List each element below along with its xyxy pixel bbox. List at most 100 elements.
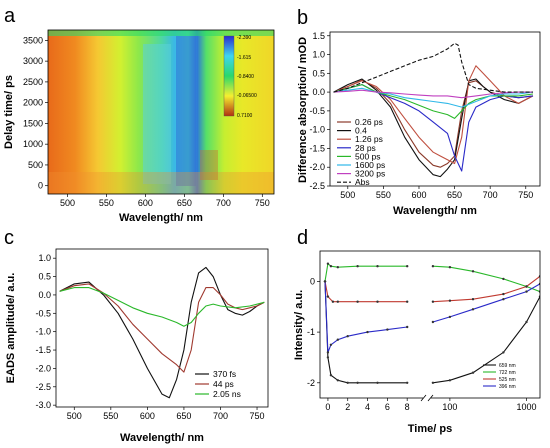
- panel-d-data-point: [406, 381, 409, 384]
- panel-d-data-point: [331, 300, 335, 303]
- panel-d-xtick-label: 4: [365, 402, 370, 412]
- panel-label-b: b: [297, 7, 308, 29]
- panel-d-data-point: [431, 381, 435, 384]
- panel-c-xtick-label: 600: [140, 411, 155, 421]
- panel-d-data-point: [326, 351, 330, 354]
- panel-c-ytick-label: -2.5: [35, 382, 51, 392]
- panel-c-ytick-label: -1.0: [35, 327, 51, 337]
- panel-c-xtick-label: 650: [176, 411, 191, 421]
- panel-b-ytick-label: 1.0: [312, 50, 325, 60]
- panel-d-xtick-label: 6: [385, 402, 390, 412]
- panel-b-legend-label: 3200 ps: [355, 169, 385, 179]
- panel-d-fit-line: [432, 275, 540, 303]
- panel-d-data-point: [406, 265, 409, 268]
- panel-d-data-point: [323, 280, 327, 283]
- panel-d-data-point: [431, 320, 435, 324]
- panel-d-data-point: [336, 266, 339, 269]
- panel-a-xtick-label: 600: [138, 198, 153, 208]
- panel-a-ytick-label: 1000: [23, 139, 43, 149]
- panel-d-data-point: [406, 325, 409, 329]
- panel-c-xtick-label: 750: [250, 411, 265, 421]
- panel-d-legend-label: 722 nm: [499, 370, 516, 376]
- panel-b-ytick-label: 1.5: [312, 31, 325, 41]
- panel-d-legend-label: 659 nm: [499, 363, 516, 369]
- panel-b-axes: 500 550 600 650 700 750 -2.5 -2.0 -1.5 -1.0 -0.5 0.…: [309, 31, 533, 200]
- panel-d-data-point: [329, 265, 333, 268]
- panel-d-xlabel: Time/ ps: [408, 423, 452, 435]
- panel-d-data-point: [471, 308, 475, 311]
- panel-a-ytick-label: 1500: [23, 118, 43, 128]
- panel-b-xtick-label: 750: [518, 190, 533, 200]
- panel-d-data-point: [329, 374, 333, 377]
- panel-b-xtick-label: 700: [483, 190, 498, 200]
- panel-d-xtick-label: 100: [442, 402, 457, 412]
- panel-a-ytick-label: 0: [38, 181, 43, 191]
- panel-c-xtick-label: 700: [213, 411, 228, 421]
- panel-a-ylabel: Delay time/ ps: [3, 75, 15, 149]
- panel-b-xtick-label: 500: [340, 190, 355, 200]
- panel-c-legend-label: 2.05 ns: [213, 389, 241, 399]
- panel-c-ytick-label: -3.0: [35, 400, 51, 410]
- panel-b-xtick-label: 600: [411, 190, 426, 200]
- panel-d-data-point: [448, 299, 452, 302]
- panel-b-ytick-label: -1.5: [309, 143, 325, 153]
- panel-c-ytick-label: -2.0: [35, 363, 51, 373]
- panel-b-chart: 500 550 600 650 700 750 -2.5 -2.0 -1.5 -1.0 -0.5 0.…: [297, 31, 541, 217]
- colorbar: [223, 35, 235, 117]
- panel-d-xtick-label: 8: [405, 402, 410, 412]
- panel-a-xtick-label: 500: [60, 198, 75, 208]
- panel-d-ylabel: Intensity/ a.u.: [293, 290, 305, 360]
- panel-a-xtick-label: 650: [177, 198, 192, 208]
- panel-label-a: a: [4, 5, 16, 27]
- panel-c-legend-label: 44 ps: [213, 379, 234, 389]
- panel-b-ytick-label: -0.5: [309, 106, 325, 116]
- panel-b-series-line: [333, 42, 533, 93]
- panel-c-series-line: [59, 287, 265, 327]
- panel-a-xtick-label: 700: [216, 198, 231, 208]
- panel-a-ytick-label: 3000: [23, 56, 43, 66]
- colorbar-label-0: -2.390: [237, 35, 251, 41]
- panel-d-data-point: [336, 338, 339, 341]
- panel-b-ytick-label: 0.5: [312, 68, 325, 78]
- panel-label-c: c: [4, 227, 14, 249]
- panel-d-data-point: [376, 381, 379, 384]
- panel-c-series: [59, 266, 265, 399]
- panel-c-ytick-label: 0.5: [38, 272, 51, 282]
- panel-d-fit-line: [432, 283, 540, 323]
- panel-d-data-point: [502, 292, 505, 296]
- panel-d-data-point: [431, 265, 435, 268]
- panel-a-heatmap: 500 550 600 650 700 750 0 500 1000 1500 2000 2500 30…: [3, 29, 275, 224]
- panel-b-legend-label: 500 ps: [355, 151, 381, 161]
- panel-d-data-point: [346, 381, 349, 384]
- panel-c-xtick-label: 500: [67, 411, 82, 421]
- colorbar-label-4: 0.7100: [237, 113, 253, 119]
- panel-a-ytick-label: 2500: [23, 77, 43, 87]
- panel-b-xtick-label: 550: [376, 190, 391, 200]
- panel-d-data-point: [386, 328, 389, 331]
- panel-d-data-point: [471, 270, 475, 273]
- panel-b-series-line: [333, 89, 533, 99]
- panel-c-ytick-label: -1.5: [35, 345, 51, 355]
- panel-d-ytick-label: -1: [307, 327, 315, 337]
- panel-b-ytick-label: -1.0: [309, 125, 325, 135]
- panel-c-series-line: [59, 266, 265, 399]
- panel-d-axes: 0 2 4 6 8 100 1000 -2 -1 0: [307, 276, 537, 412]
- panel-d-data-point: [502, 277, 505, 281]
- panel-a-xtick-label: 550: [99, 198, 114, 208]
- panel-d-data-point: [525, 320, 528, 324]
- panel-d-data-point: [356, 265, 359, 268]
- panel-d-data-point: [502, 298, 505, 301]
- colorbar-label-3: -0.06500: [237, 93, 257, 99]
- panel-d-xtick-label: 0: [325, 402, 330, 412]
- panel-d-data-point: [448, 379, 452, 382]
- panel-c-chart: 500 550 600 650 700 750 -3.0 -2.5 -2.0 -1.5 -1.0 -0…: [5, 248, 269, 444]
- panel-d-data-point: [376, 265, 379, 268]
- panel-b-legend-label: Abs: [355, 177, 370, 187]
- panel-b-series-line: [333, 84, 533, 119]
- panel-d-data-point: [366, 330, 369, 334]
- panel-b-ytick-label: -2.5: [309, 181, 325, 191]
- panel-d-data-point: [376, 300, 379, 303]
